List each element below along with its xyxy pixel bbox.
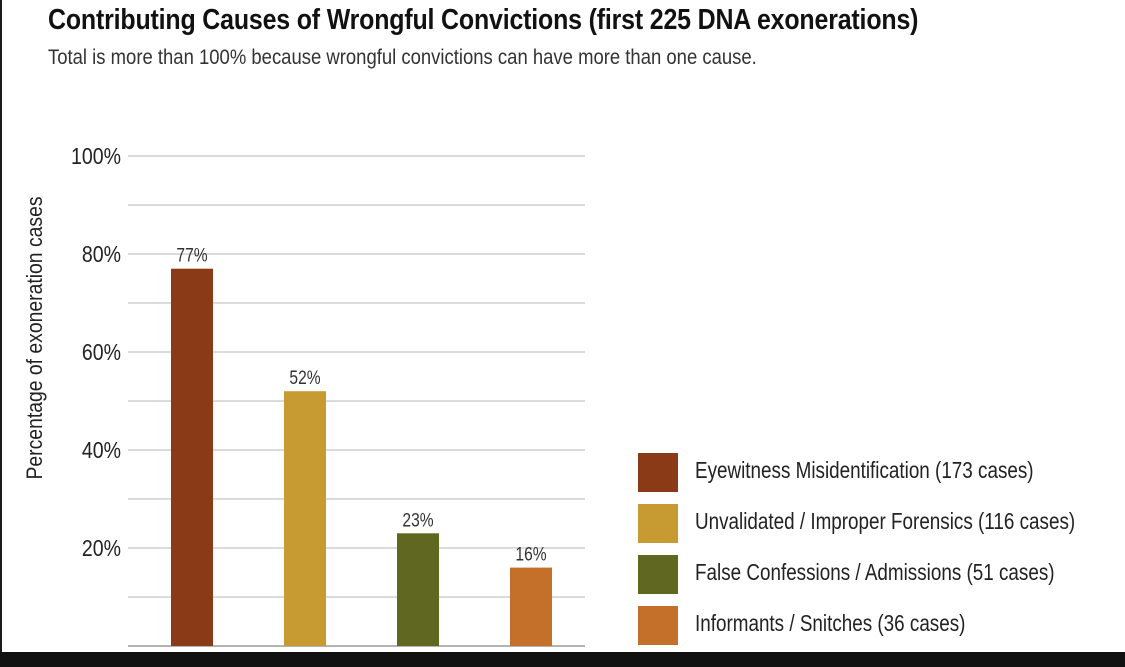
y-tick-label: 100% xyxy=(71,144,121,170)
chart-legend: Eyewitness Misidentification (173 cases)… xyxy=(638,452,1125,645)
legend-swatch xyxy=(638,453,678,492)
y-tick-label: 40% xyxy=(82,438,121,464)
legend-label: Eyewitness Misidentification (173 cases) xyxy=(695,457,1034,483)
bar xyxy=(510,567,552,646)
legend-label: False Confessions / Admissions (51 cases… xyxy=(695,559,1055,585)
y-axis-ticks: 20% 40% 60% 80% 100% xyxy=(71,144,121,562)
y-tick-label: 60% xyxy=(82,340,121,366)
y-tick-label: 20% xyxy=(82,536,121,562)
legend-label: Informants / Snitches (36 cases) xyxy=(695,610,966,636)
legend-item: False Confessions / Admissions (51 cases… xyxy=(638,554,1125,594)
chart-title: Contributing Causes of Wrongful Convicti… xyxy=(48,4,919,36)
legend-swatch xyxy=(638,504,678,543)
bar-value-label: 23% xyxy=(402,509,433,531)
bar xyxy=(284,391,326,646)
legend-item: Eyewitness Misidentification (173 cases) xyxy=(638,452,1125,492)
bar-value-label: 16% xyxy=(515,543,546,565)
bars xyxy=(171,268,552,646)
y-tick-label: 80% xyxy=(82,242,121,268)
bar-value-label: 77% xyxy=(176,244,207,266)
bar xyxy=(171,268,213,646)
legend-swatch xyxy=(638,606,678,645)
y-axis-label: Percentage of exoneration cases xyxy=(23,196,47,479)
bar xyxy=(397,533,439,646)
legend-swatch xyxy=(638,555,678,594)
left-frame-border xyxy=(0,0,2,667)
chart-subtitle: Total is more than 100% because wrongful… xyxy=(48,46,757,69)
legend-label: Unvalidated / Improper Forensics (116 ca… xyxy=(695,508,1076,534)
bottom-frame-band xyxy=(0,652,1125,667)
bar-value-label: 52% xyxy=(289,367,320,389)
legend-item: Informants / Snitches (36 cases) xyxy=(638,605,1125,645)
value-labels: 77% 52% 23% 16% xyxy=(176,244,546,565)
legend-item: Unvalidated / Improper Forensics (116 ca… xyxy=(638,503,1125,543)
